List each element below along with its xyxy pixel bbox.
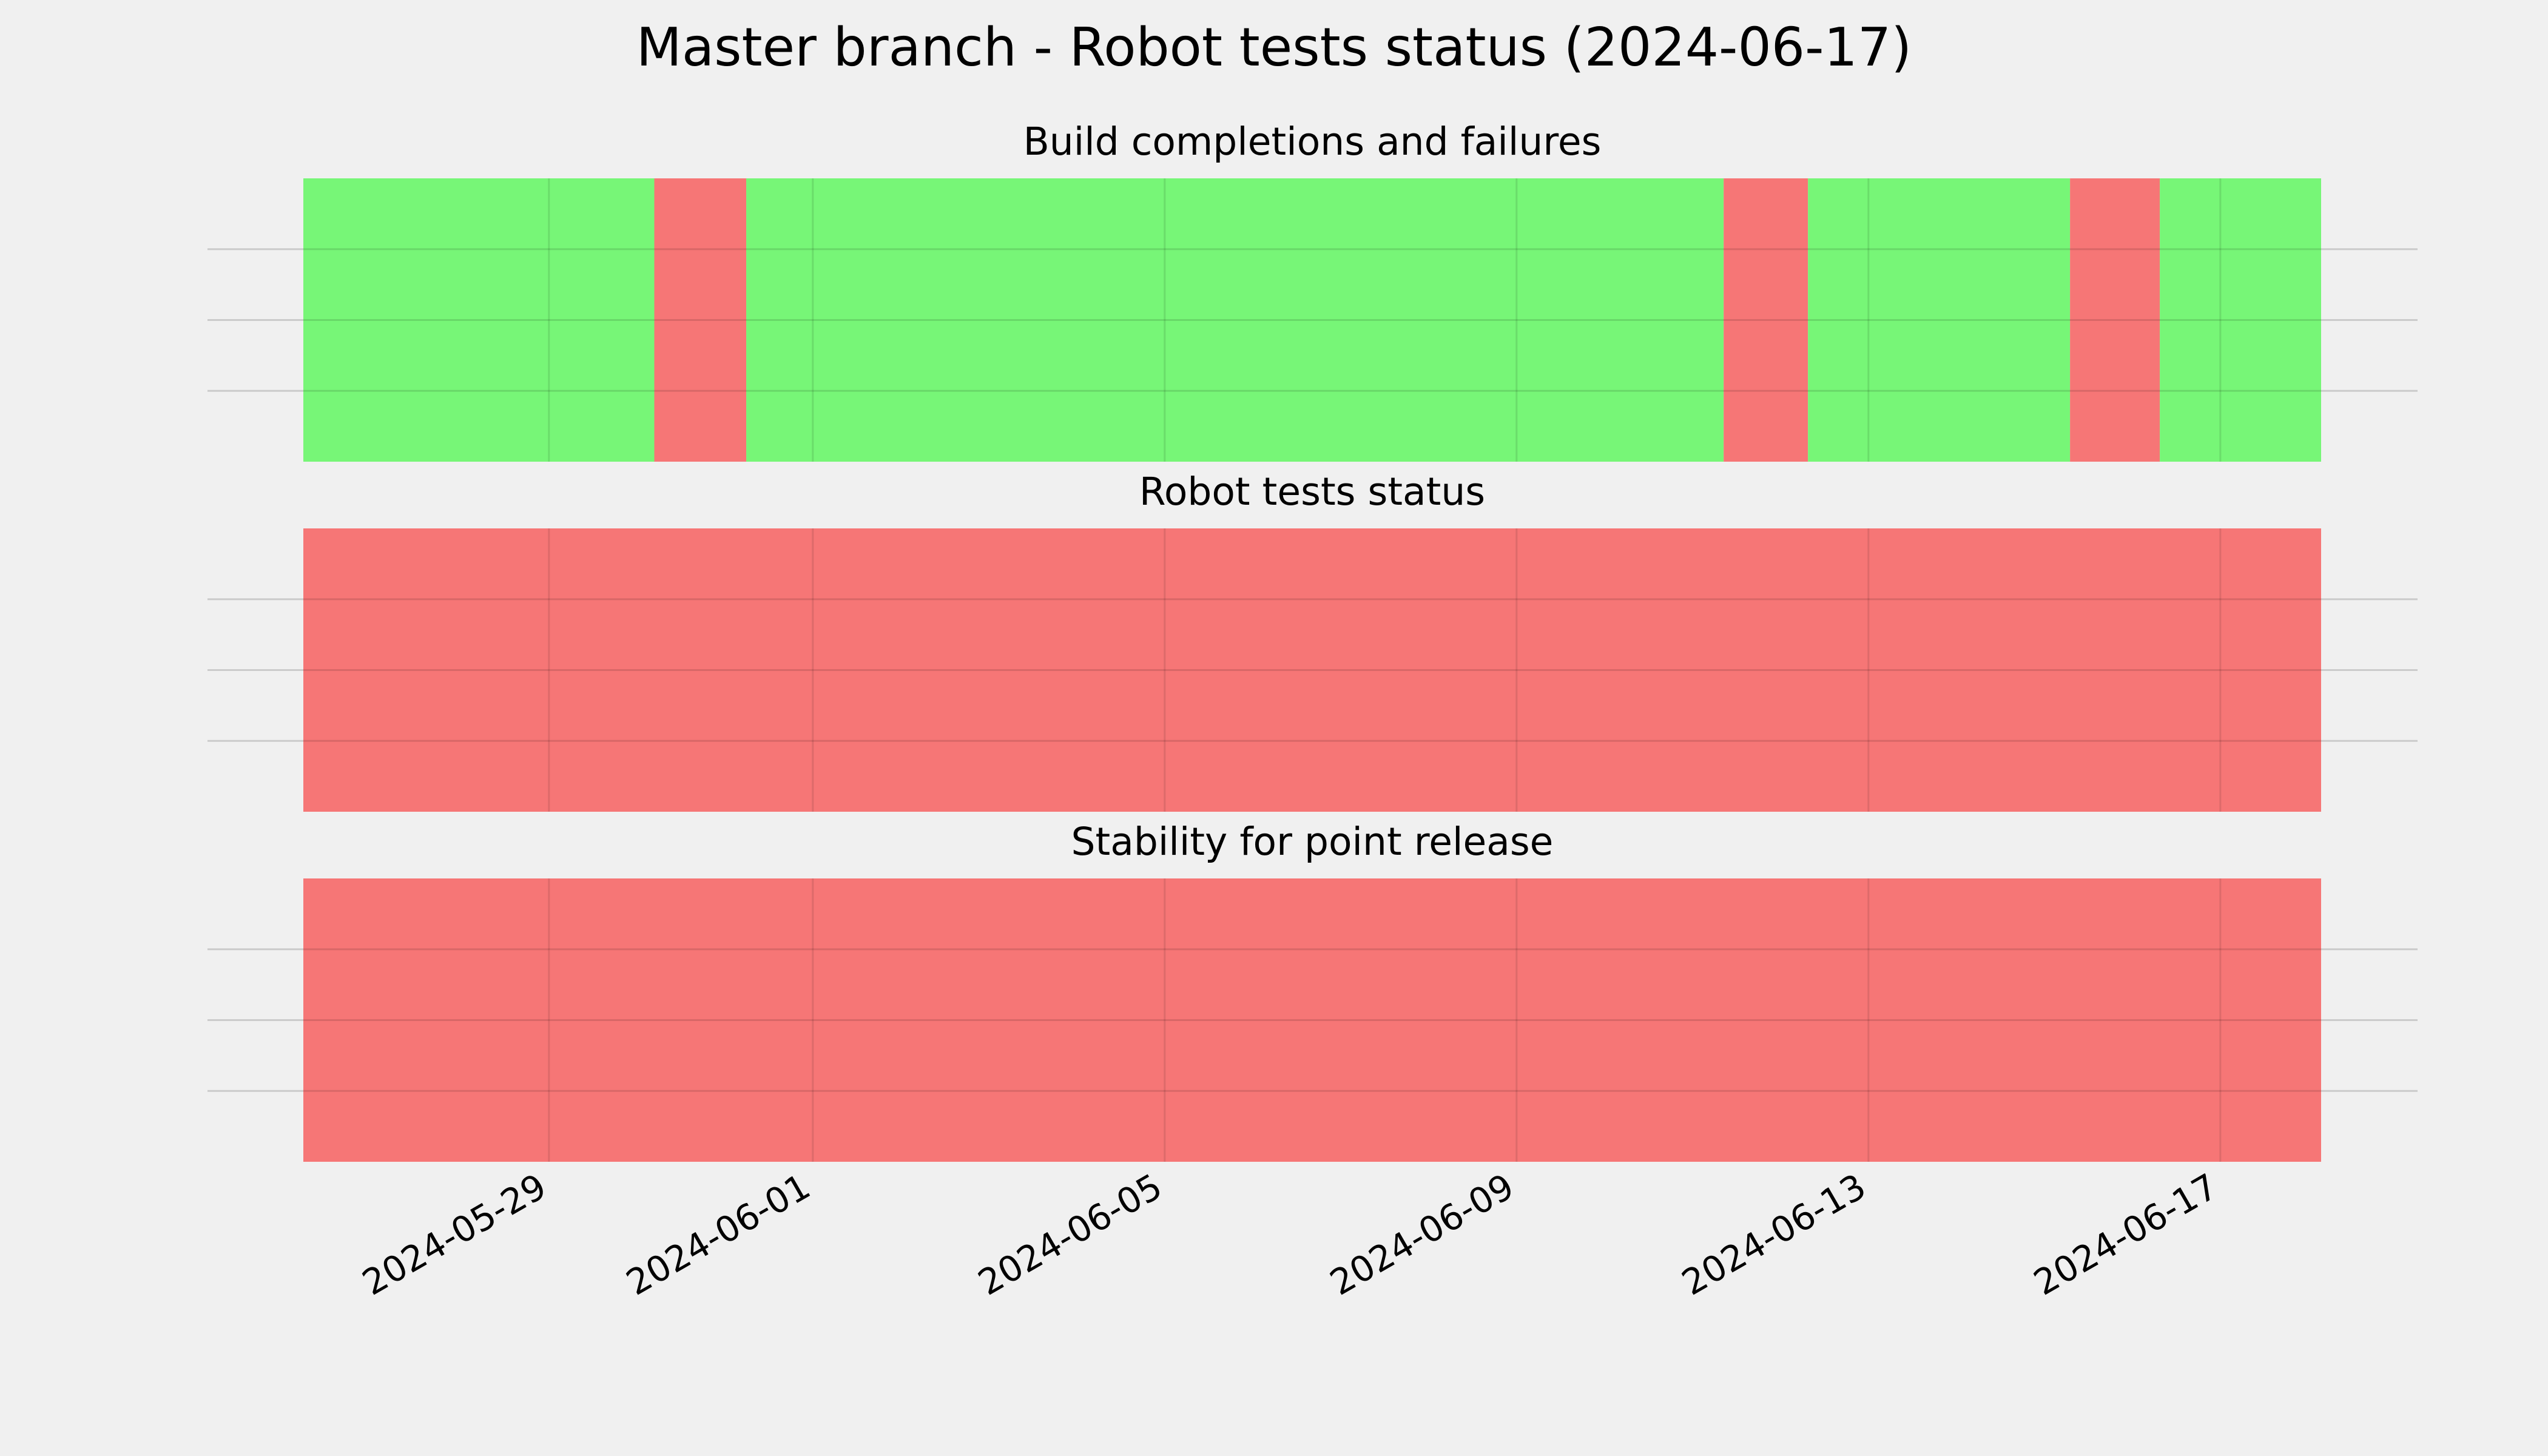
panel-title: Robot tests status (1139, 470, 1485, 514)
status-segment-pass (303, 178, 655, 462)
status-segment-fail (654, 178, 747, 462)
panel-1: Build completions and failures (207, 120, 2418, 462)
chart-title: Master branch - Robot tests status (2024… (636, 16, 1912, 78)
status-segment-fail (303, 878, 2321, 1162)
status-segment-pass (2160, 178, 2321, 462)
panel-3: Stability for point release (207, 820, 2418, 1162)
status-segment-fail (303, 528, 2321, 812)
status-segment-fail (1724, 178, 1808, 462)
status-segment-pass (1808, 178, 2071, 462)
status-segment-fail (2070, 178, 2160, 462)
panel-title: Stability for point release (1071, 820, 1554, 864)
panel-2: Robot tests status (207, 470, 2418, 812)
panels-layer: Build completions and failures Robot test… (207, 120, 2418, 1162)
panel-title: Build completions and failures (1023, 120, 1602, 164)
status-segment-pass (746, 178, 1724, 462)
